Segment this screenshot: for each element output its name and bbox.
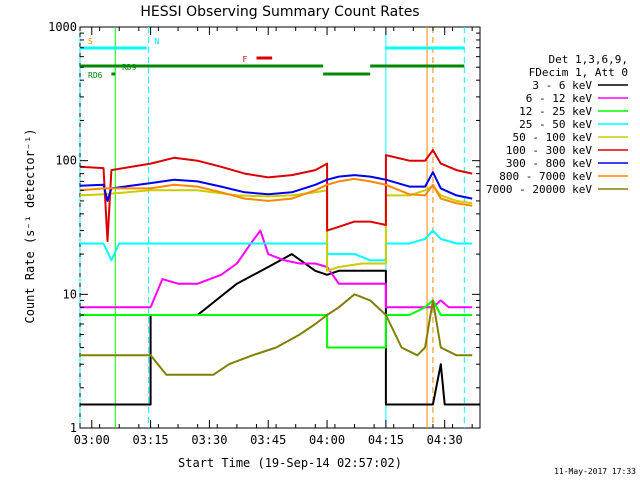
series-line [80, 229, 473, 309]
plot-frame [79, 26, 481, 429]
y-tick-label: 100 [55, 154, 77, 168]
series-lines [79, 149, 480, 406]
series-line [80, 253, 480, 406]
x-tick-label: 04:00 [309, 433, 345, 447]
legend-entry-label: 50 - 100 keV [513, 131, 593, 144]
legend-entry-label: 800 - 7000 keV [499, 170, 592, 183]
x-tick-label: 03:00 [74, 433, 110, 447]
x-tick-label: 03:45 [250, 433, 286, 447]
legend-entry-label: 25 - 50 keV [519, 118, 592, 131]
legend-entry-label: 7000 - 20000 keV [486, 183, 592, 196]
y-tick-label: 1 [70, 421, 77, 435]
series-line [79, 171, 473, 202]
flag-label: RD9 [122, 63, 137, 72]
x-tick-label: 04:30 [427, 433, 463, 447]
y-tick-label: 1000 [48, 20, 77, 34]
x-axis-ticks: 03:00 03:15 03:30 03:45 04:00 04:15 04:30 [74, 27, 473, 447]
x-tick-label: 03:30 [191, 433, 227, 447]
y-axis-ticks: 1 10 100 1000 [48, 20, 480, 435]
x-tick-label: 03:15 [133, 433, 169, 447]
y-tick-label: 10 [63, 287, 77, 301]
series-line [80, 293, 473, 376]
timestamp: 11-May-2017 17:33 [554, 467, 636, 476]
legend-entry-label: 300 - 800 keV [506, 157, 592, 170]
legend-entry-label: 100 - 300 keV [506, 144, 592, 157]
flag-label: S [88, 37, 93, 46]
legend-header: Det 1,3,6,9, [549, 53, 628, 66]
series-line [80, 229, 473, 262]
y-axis-label: Count Rate (s⁻¹ detector⁻¹) [23, 128, 37, 323]
x-tick-label: 04:15 [368, 433, 404, 447]
flag-bars: S N F RD9 RD6 [80, 37, 465, 80]
vertical-markers [79, 27, 465, 428]
legend-header: FDecim 1, Att 0 [529, 66, 628, 79]
series-line [79, 149, 473, 243]
chart-title: HESSI Observing Summary Count Rates [140, 4, 419, 20]
flag-label: F [242, 55, 247, 64]
legend-entry-label: 6 - 12 keV [526, 92, 593, 105]
flag-label: RD6 [88, 71, 103, 80]
flag-label: N [155, 37, 160, 46]
legend-entry-label: 12 - 25 keV [519, 105, 592, 118]
plot-border [79, 26, 481, 429]
series-line [79, 177, 473, 207]
legend-entry-label: 3 - 6 keV [532, 79, 592, 92]
x-axis-label: Start Time (19-Sep-14 02:57:02) [178, 456, 402, 470]
